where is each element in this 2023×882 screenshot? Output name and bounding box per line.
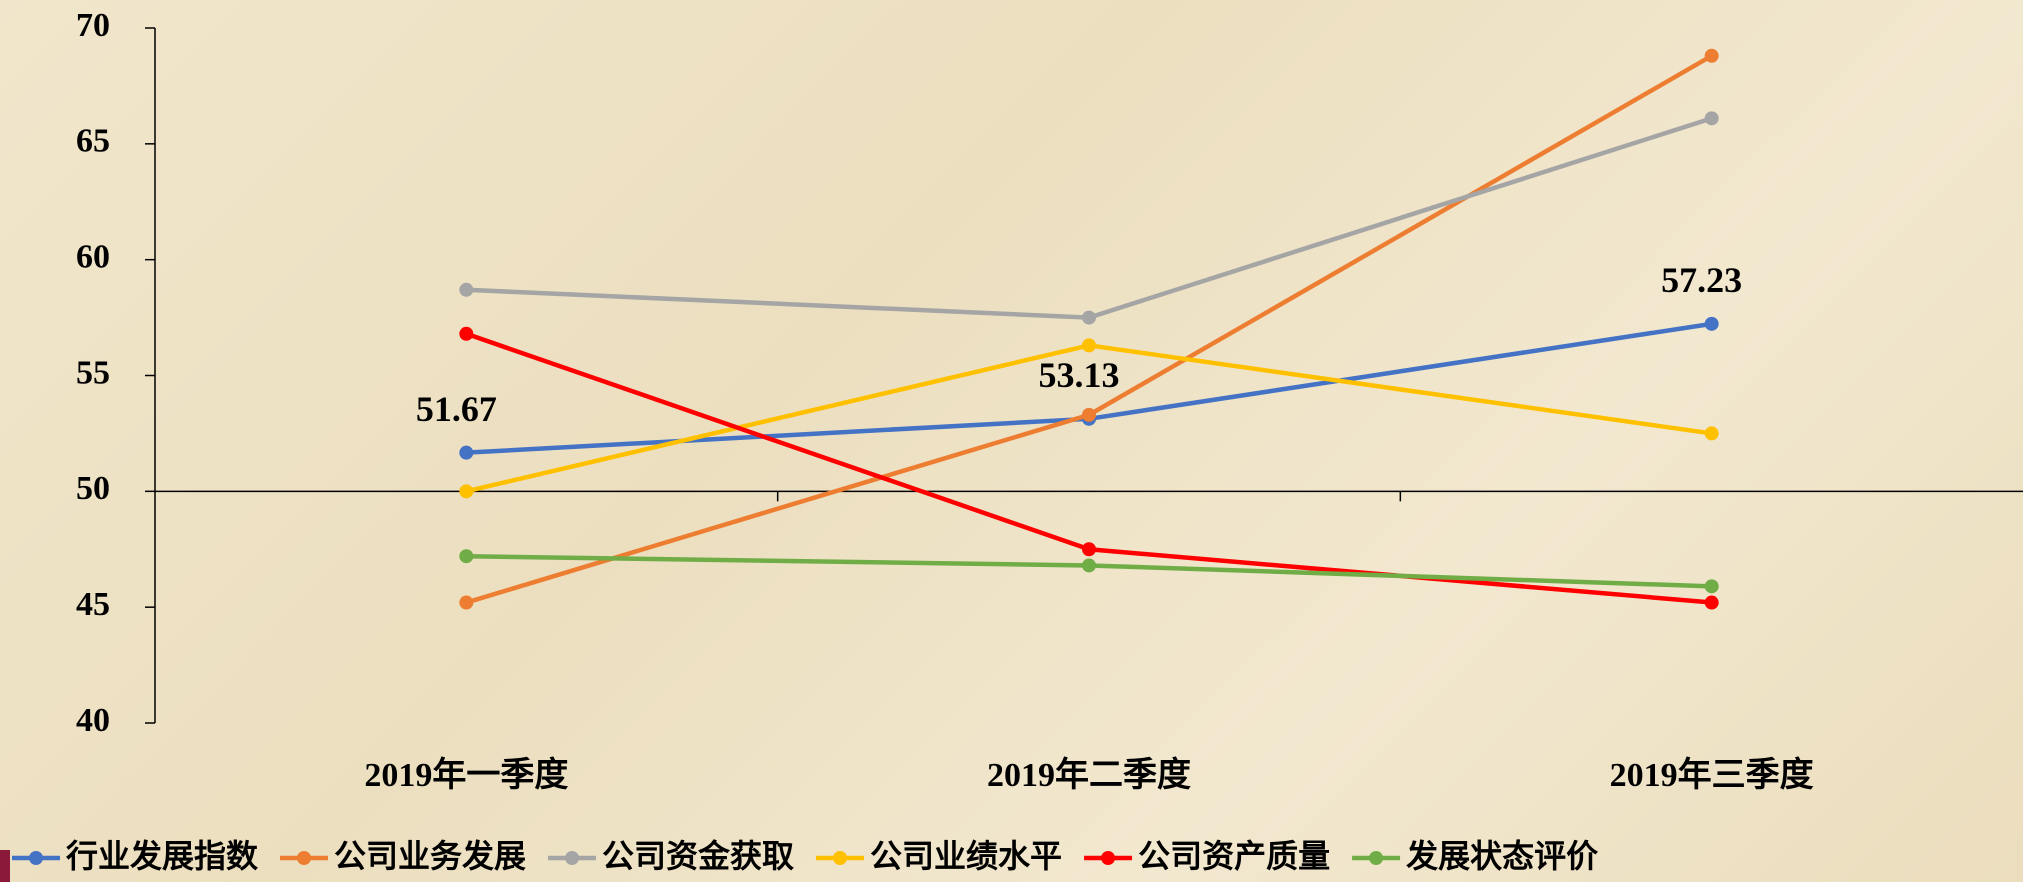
legend-marker (1369, 851, 1383, 865)
x-tick-label: 2019年三季度 (1610, 756, 1814, 794)
legend-marker (833, 851, 847, 865)
data-point (459, 596, 473, 610)
data-point (459, 549, 473, 563)
data-point (1705, 596, 1719, 610)
data-label: 57.23 (1661, 260, 1742, 300)
legend-marker (297, 851, 311, 865)
x-tick-label: 2019年一季度 (364, 756, 568, 794)
data-point (1082, 408, 1096, 422)
legend-marker (565, 851, 579, 865)
y-tick-label: 65 (76, 123, 110, 160)
legend-label: 公司资金获取 (602, 837, 794, 875)
data-point (1082, 311, 1096, 325)
y-tick-label: 55 (76, 354, 110, 391)
y-tick-label: 45 (76, 586, 110, 623)
data-point (459, 327, 473, 341)
data-point (1705, 317, 1719, 331)
y-tick-label: 60 (76, 238, 110, 275)
data-point (1705, 49, 1719, 63)
corner-decoration (0, 850, 10, 882)
data-point (459, 446, 473, 460)
y-tick-label: 40 (76, 702, 110, 739)
legend-label: 公司资产质量 (1138, 837, 1330, 875)
data-point (1705, 111, 1719, 125)
series-line (466, 118, 1711, 317)
data-label: 51.67 (416, 389, 497, 429)
y-tick-label: 70 (76, 7, 110, 44)
data-point (459, 484, 473, 498)
data-point (1082, 558, 1096, 572)
legend-label: 行业发展指数 (66, 837, 259, 875)
data-point (1082, 338, 1096, 352)
y-tick-label: 50 (76, 470, 110, 507)
legend-marker (1101, 851, 1115, 865)
legend-label: 公司业务发展 (334, 837, 526, 875)
data-point (459, 283, 473, 297)
legend-label: 发展状态评价 (1406, 837, 1598, 875)
chart: 40 45 50 55 60 65 70 2019年一季度 2019年二季度 2019年三季度 51… (0, 0, 2023, 882)
legend-marker (29, 851, 43, 865)
legend-label: 公司业绩水平 (870, 837, 1062, 875)
x-tick-label: 2019年二季度 (987, 756, 1191, 794)
data-point (1082, 542, 1096, 556)
data-point (1705, 426, 1719, 440)
series-line (466, 56, 1711, 603)
data-label: 53.13 (1039, 355, 1120, 395)
data-point (1705, 579, 1719, 593)
